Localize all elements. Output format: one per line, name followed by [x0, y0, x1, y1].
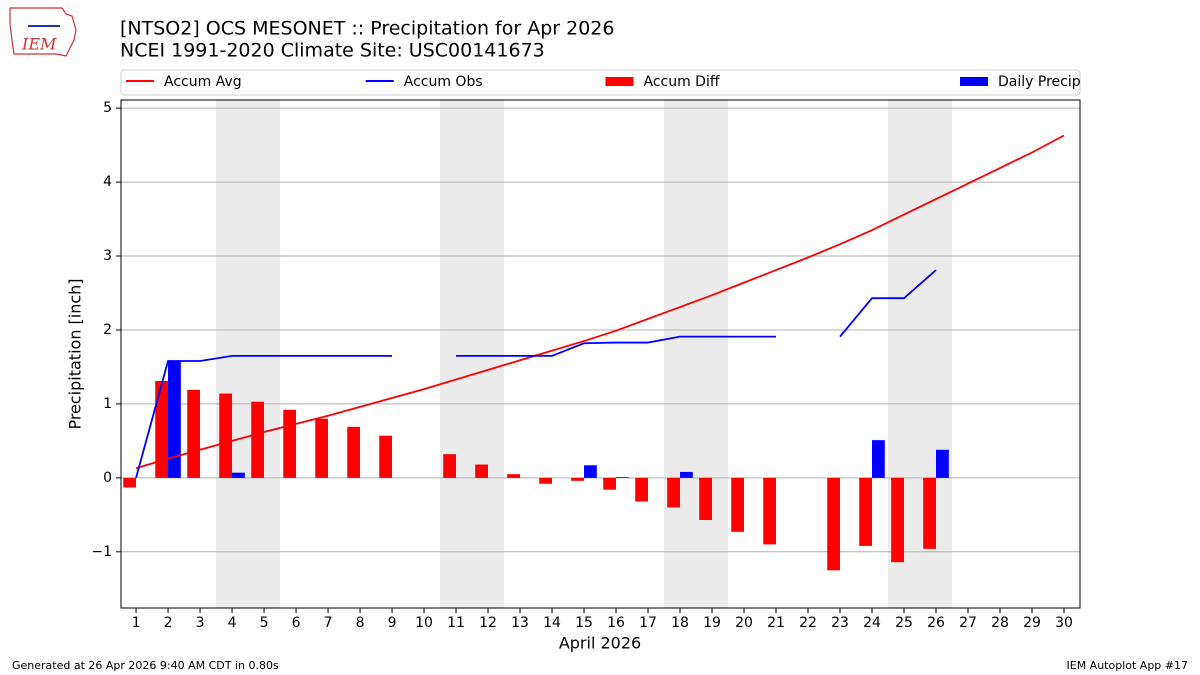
y-tick-label: 4	[103, 174, 112, 190]
x-tick-label: 20	[735, 615, 753, 631]
x-tick-label: 1	[132, 615, 141, 631]
bar	[539, 477, 553, 484]
legend-swatch	[605, 77, 634, 86]
bar	[168, 361, 181, 478]
x-tick-label: 25	[895, 615, 913, 631]
x-tick-label: 10	[415, 615, 433, 631]
x-tick-label: 8	[356, 615, 365, 631]
bar	[123, 477, 137, 488]
x-tick-label: 21	[767, 615, 785, 631]
x-tick-label: 11	[447, 615, 465, 631]
x-tick-label: 29	[1023, 615, 1041, 631]
legend	[120, 69, 1081, 96]
bar	[187, 389, 201, 478]
bar	[827, 477, 841, 571]
x-tick-label: 2	[164, 615, 173, 631]
legend-swatch	[960, 77, 988, 86]
bar	[251, 401, 265, 478]
plot-frame	[120, 99, 1081, 609]
bar	[872, 440, 885, 478]
x-tick-label: 5	[260, 615, 269, 631]
bar	[731, 477, 745, 532]
bar	[443, 454, 457, 478]
bar	[379, 435, 393, 478]
bar	[315, 418, 329, 478]
bar	[603, 477, 617, 490]
bar	[667, 477, 681, 508]
bar	[616, 477, 629, 478]
x-tick-label: 30	[1055, 615, 1073, 631]
logo: IEM	[9, 7, 77, 57]
y-tick-label: 1	[103, 396, 112, 412]
x-tick-label: 16	[607, 615, 625, 631]
weekend-shade	[664, 100, 729, 608]
bar	[859, 477, 873, 546]
x-tick-label: 17	[639, 615, 657, 631]
weekend-shade	[440, 100, 505, 608]
logo-text: IEM	[21, 35, 57, 54]
bar	[923, 477, 937, 549]
x-tick-label: 3	[196, 615, 205, 631]
chart-subtitle: NCEI 1991-2020 Climate Site: USC00141673	[120, 40, 545, 62]
footer-left: Generated at 26 Apr 2026 9:40 AM CDT in …	[12, 659, 279, 672]
bar	[680, 471, 693, 478]
footer-right: IEM Autoplot App #17	[1067, 659, 1189, 672]
bar	[283, 409, 297, 478]
x-tick-label: 19	[703, 615, 721, 631]
legend-label: Accum Obs	[404, 74, 483, 90]
x-tick-label: 14	[543, 615, 561, 631]
x-tick-label: 23	[831, 615, 849, 631]
bar	[584, 465, 597, 478]
bar	[155, 380, 169, 478]
x-tick-label: 27	[959, 615, 977, 631]
y-tick-label: 0	[103, 470, 112, 486]
y-tick-label: 3	[103, 248, 112, 264]
x-tick-label: 6	[292, 615, 301, 631]
bar	[347, 426, 361, 478]
legend-label: Daily Precip	[998, 74, 1081, 90]
chart-title: [NTSO2] OCS MESONET :: Precipitation for…	[120, 18, 614, 40]
x-tick-label: 28	[991, 615, 1009, 631]
y-tick-label: 2	[103, 322, 112, 338]
x-tick-label: 9	[388, 615, 397, 631]
x-tick-label: 18	[671, 615, 689, 631]
logo-outline	[9, 7, 77, 57]
x-tick-label: 13	[511, 615, 529, 631]
bar	[507, 474, 521, 478]
x-axis-label: April 2026	[559, 634, 641, 653]
x-tick-label: 26	[927, 615, 945, 631]
y-tick-label: 5	[103, 100, 112, 116]
x-tick-label: 4	[228, 615, 237, 631]
bar	[571, 477, 585, 481]
bar	[763, 477, 777, 545]
weekend-shade	[216, 100, 281, 608]
x-tick-label: 24	[863, 615, 881, 631]
line	[135, 269, 937, 479]
bar	[475, 464, 489, 478]
x-tick-label: 7	[324, 615, 333, 631]
bar	[891, 477, 905, 563]
line	[135, 134, 1065, 470]
legend-label: Accum Avg	[164, 74, 242, 90]
x-tick-label: 12	[479, 615, 497, 631]
legend-label: Accum Diff	[644, 74, 720, 90]
bar	[936, 449, 949, 478]
y-axis-label: Precipitation [inch]	[66, 278, 85, 429]
y-tick-label: −1	[91, 544, 112, 560]
x-tick-label: 22	[799, 615, 817, 631]
bar	[699, 477, 713, 521]
x-tick-label: 15	[575, 615, 593, 631]
bar	[219, 393, 233, 478]
bar	[232, 472, 245, 478]
bar	[635, 477, 649, 502]
